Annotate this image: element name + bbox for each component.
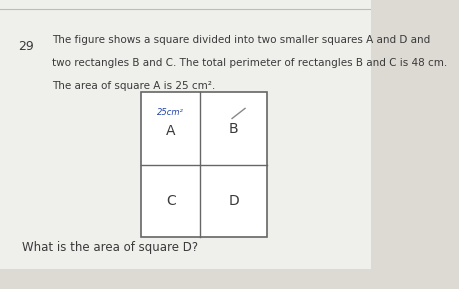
Text: What is the area of square D?: What is the area of square D? [22, 241, 198, 254]
Text: The area of square A is 25 cm².: The area of square A is 25 cm². [52, 81, 215, 91]
Text: 25cm²: 25cm² [157, 108, 184, 117]
Text: D: D [228, 194, 239, 208]
Text: A: A [166, 125, 175, 138]
Text: The figure shows a square divided into two smaller squares A and D and: The figure shows a square divided into t… [52, 35, 429, 45]
Bar [141, 92, 267, 237]
Text: C: C [166, 194, 175, 208]
Text: 29: 29 [18, 40, 34, 53]
Text: B: B [229, 122, 238, 136]
Text: two rectangles B and C. The total perimeter of rectangles B and C is 48 cm.: two rectangles B and C. The total perime… [52, 58, 446, 68]
